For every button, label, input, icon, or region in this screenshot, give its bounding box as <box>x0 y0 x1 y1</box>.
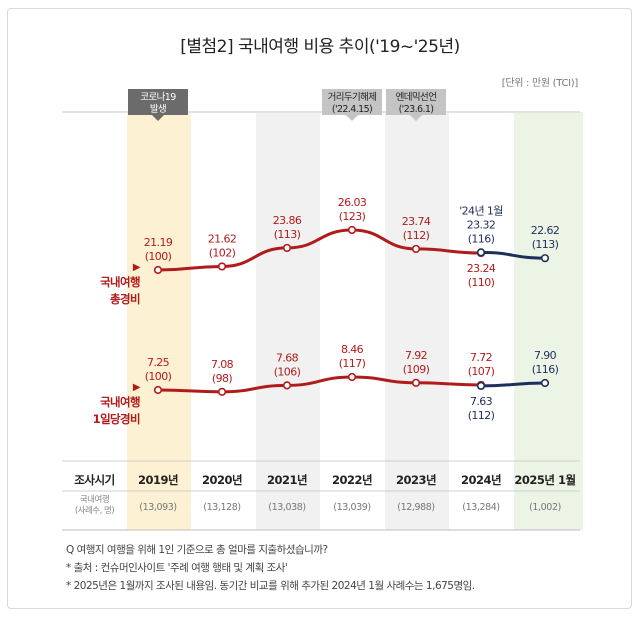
table-sample-cell: (13,038) <box>268 502 306 513</box>
event-tag-label-0: 코로나19 <box>140 92 176 103</box>
data-label-daily-jan: (116) <box>532 363 559 376</box>
footnote-note: * 2025년은 1월까지 조사된 내용임. 동기간 비교를 위해 추가된 20… <box>66 580 475 592</box>
data-label-daily-jan: 7.63 <box>470 395 493 408</box>
data-label-daily-jan: (112) <box>468 409 495 422</box>
triangle-right-icon: ▶ <box>132 262 141 273</box>
footnote-source: * 출처 : 컨슈머인사이트 '주례 여행 행태 및 계획 조사' <box>66 562 288 574</box>
data-label-daily: (98) <box>212 372 232 385</box>
table-period-cell: 2020년 <box>201 473 243 487</box>
total-expense-point <box>411 244 421 254</box>
table-row-label-samples-line1: 국내여행 <box>79 495 110 505</box>
data-label-daily: 7.08 <box>211 358 234 371</box>
data-label-total: 26.03 <box>338 196 367 209</box>
data-label-daily-jan: 7.90 <box>534 349 557 362</box>
total-expense-point <box>153 265 163 275</box>
event-tag-date-2: ('23.6.1) <box>399 104 434 115</box>
table-period-cell: 2021년 <box>266 473 308 487</box>
table-period-cell: 2025년 1월 <box>514 473 576 487</box>
total-expense-point <box>282 243 292 253</box>
data-label-total-jan: 22.62 <box>531 224 560 237</box>
table-period-cell: 2024년 <box>460 473 502 487</box>
event-tag-date-1: ('22.4.15) <box>332 104 372 115</box>
data-label-total-jan: '24년 1월 <box>459 204 503 217</box>
event-tag-0 <box>128 89 188 121</box>
event-tag-label-2: 엔데믹선언 <box>396 91 437 103</box>
daily-expense-jan-point <box>476 381 486 391</box>
daily-expense-jan-point <box>540 378 550 388</box>
data-label-total: 21.62 <box>208 232 237 245</box>
daily-expense-point <box>411 378 421 387</box>
data-label-daily: 7.72 <box>470 351 492 364</box>
table-sample-cell: (13,039) <box>333 502 371 513</box>
data-label-total: (100) <box>145 250 172 263</box>
data-label-daily: 7.25 <box>147 356 170 369</box>
data-label-daily: (106) <box>274 365 301 378</box>
table-sample-cell: (13,284) <box>462 502 500 513</box>
data-label-daily: (117) <box>339 357 366 370</box>
column-band-6 <box>514 112 583 530</box>
data-label-daily: (100) <box>145 370 172 383</box>
series-label-daily-line1: 국내여행 <box>100 395 141 409</box>
data-label-daily: (109) <box>403 363 430 376</box>
footnote-question: Q 여행지 여행을 위해 1인 기준으로 총 얼마를 지출하셨습니까? <box>66 544 328 556</box>
data-label-daily: 8.46 <box>341 343 364 356</box>
daily-expense-jan-line <box>479 381 547 388</box>
total-expense-point <box>347 225 357 235</box>
data-label-total: (123) <box>339 210 366 223</box>
chart-title: [별첨2] 국내여행 비용 추이('19~'25년) <box>180 37 460 57</box>
column-band-2 <box>256 112 320 530</box>
data-label-total: 23.86 <box>273 214 302 227</box>
data-label-total: (112) <box>403 229 430 242</box>
daily-expense-point <box>153 385 163 395</box>
table-sample-cell: (12,988) <box>397 502 435 513</box>
total-expense-point <box>217 262 227 271</box>
series-label-daily-line2: 1일당경비 <box>92 412 141 426</box>
data-label-total: 23.24 <box>467 262 496 275</box>
series-label-total-line2: 총경비 <box>110 292 141 306</box>
data-label-total: (110) <box>468 276 495 289</box>
data-label-total-jan: (116) <box>468 232 495 245</box>
total-expense-jan-point <box>476 248 486 257</box>
event-tag-2 <box>386 89 446 121</box>
daily-expense-point <box>347 372 357 382</box>
total-expense-jan-point <box>540 254 550 263</box>
data-label-total-jan: (113) <box>532 238 559 251</box>
table-sample-cell: (13,093) <box>139 502 177 513</box>
table-row-label-samples-line2: (사례수, 명) <box>74 506 115 516</box>
triangle-right-icon: ▶ <box>132 382 141 393</box>
table-period-cell: 2019년 <box>137 473 179 487</box>
daily-expense-line <box>156 375 483 394</box>
event-tag-label-1: 거리두기해제 <box>328 91 377 103</box>
data-label-total: 21.19 <box>144 236 173 249</box>
data-label-daily: 7.92 <box>405 349 427 362</box>
table-period-cell: 2022년 <box>331 473 373 487</box>
data-label-daily: 7.68 <box>276 351 299 364</box>
table-sample-cell: (13,128) <box>203 502 241 513</box>
daily-expense-point <box>282 381 292 390</box>
total-expense-jan-line <box>479 250 547 260</box>
data-label-total: (113) <box>274 228 301 241</box>
table-row-label-samples: 국내여행 (사례수, 명) <box>62 495 127 517</box>
daily-expense-point <box>217 387 227 396</box>
column-band-4 <box>385 112 449 530</box>
data-label-total: (102) <box>209 246 236 259</box>
table-row-label-period: 조사시기 <box>74 473 115 487</box>
table-sample-cell: (1,002) <box>529 502 561 513</box>
data-label-total: 23.74 <box>402 215 431 228</box>
unit-label: [단위 : 만원 (TCI)] <box>501 78 579 89</box>
data-label-daily: (107) <box>468 365 495 378</box>
series-label-total: ▶ 국내여행 총경비 <box>60 262 141 308</box>
data-label-total-jan: 23.32 <box>467 218 496 231</box>
series-label-total-line1: 국내여행 <box>100 275 141 289</box>
event-tag-1 <box>322 89 382 121</box>
event-tag-date-0: 발생 <box>150 104 166 115</box>
column-band-0 <box>127 112 191 530</box>
series-label-daily: ▶ 국내여행 1일당경비 <box>60 382 141 428</box>
table-period-cell: 2023년 <box>395 473 437 487</box>
